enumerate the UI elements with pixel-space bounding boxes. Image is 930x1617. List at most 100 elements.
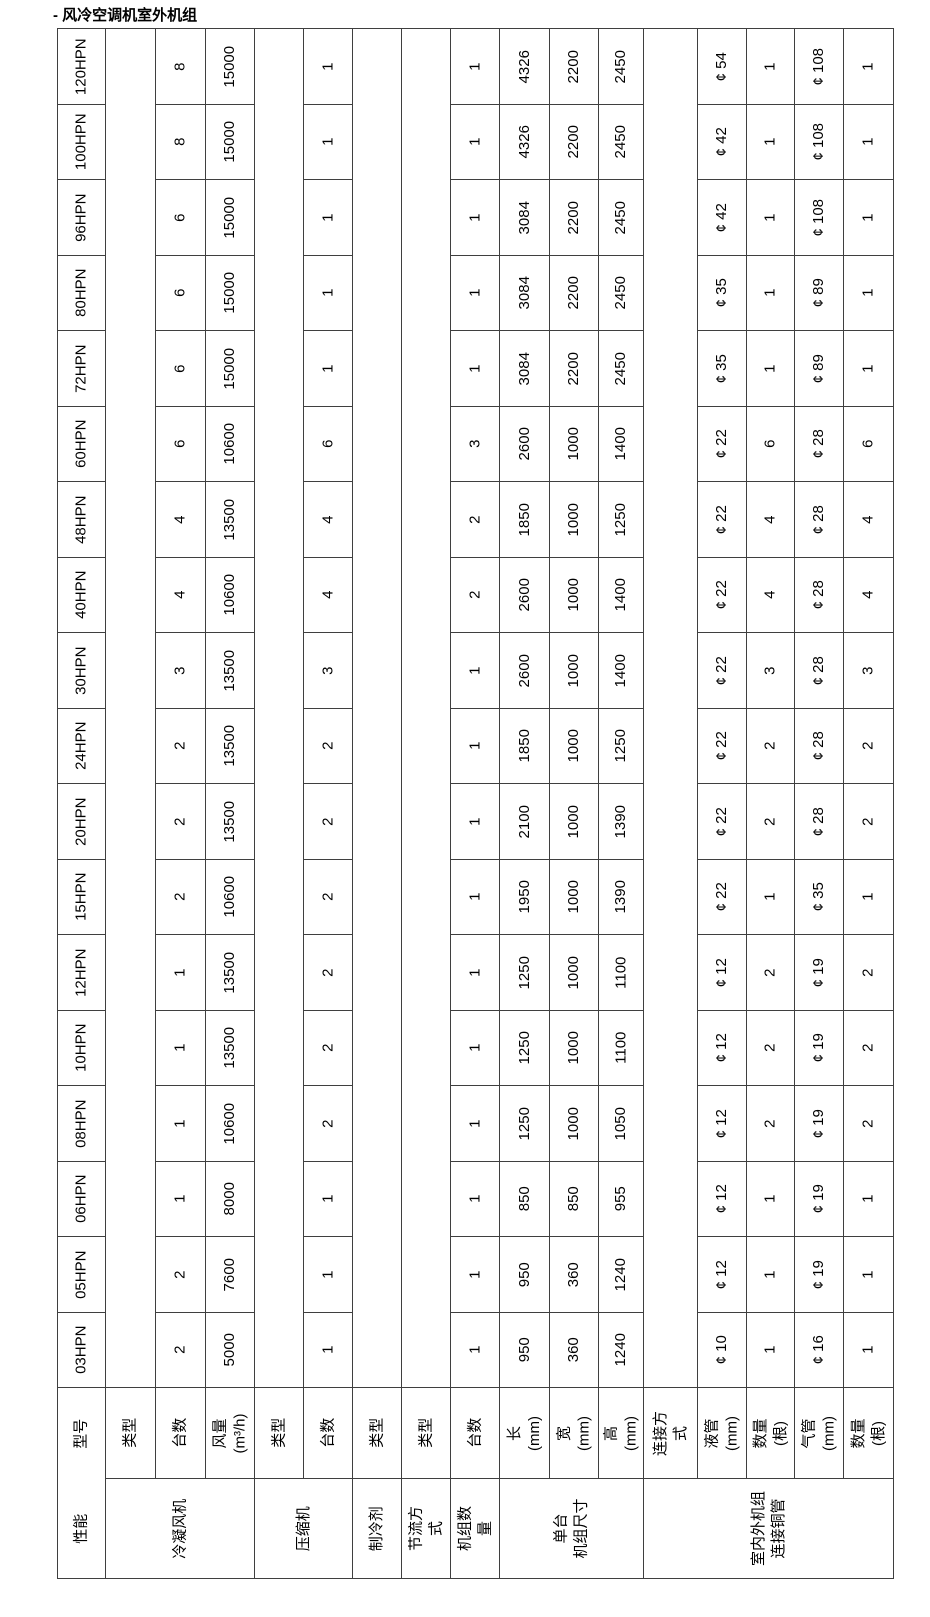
value-cell: ¢ 19 [795, 1237, 844, 1313]
value-cell: 13500 [206, 633, 255, 709]
value-cell: ¢ 12 [698, 1161, 747, 1237]
value-cell-text: 950 [515, 1337, 533, 1363]
value-cell-text: 2 [761, 817, 779, 826]
value-cell: 1 [747, 331, 795, 407]
category-header-cell: 单台 机组尺寸 [500, 1479, 644, 1579]
value-cell-text: 1 [466, 213, 484, 222]
value-cell: 2 [156, 859, 206, 935]
value-cell-text: 15000 [221, 120, 239, 163]
value-cell-text: ¢ 28 [810, 731, 828, 761]
value-cell-text: 3084 [515, 200, 533, 234]
model-cell-text: 20HPN [72, 797, 90, 846]
value-cell: 8 [156, 104, 206, 180]
value-cell: ¢ 108 [795, 104, 844, 180]
value-cell-text: 2 [466, 515, 484, 524]
attr-header-cell-text: 数量(根) [850, 1418, 887, 1449]
value-cell: ¢ 28 [795, 482, 844, 558]
value-cell: 1950 [500, 859, 550, 935]
value-cell-text: 1 [466, 364, 484, 373]
model-cell: 03HPN [58, 1312, 106, 1388]
value-cell-text: ¢ 28 [810, 806, 828, 836]
value-cell-text: 7600 [221, 1257, 239, 1291]
value-cell-text: 2 [859, 1119, 877, 1128]
value-cell: 1 [451, 633, 500, 709]
value-cell: 4 [304, 482, 353, 558]
value-cell: ¢ 22 [698, 859, 747, 935]
value-cell-text: 2 [171, 741, 189, 750]
empty-column-cell [644, 29, 698, 1388]
value-cell-text: 3084 [515, 351, 533, 385]
value-cell: 15000 [206, 180, 255, 256]
value-cell: 1 [451, 29, 500, 105]
value-cell-text: 10600 [221, 573, 239, 616]
attr-header-cell-text: 风量(m³/h) [211, 1413, 249, 1453]
value-cell-text: 6 [171, 288, 189, 297]
value-cell: 1 [304, 1161, 353, 1237]
value-cell: 2100 [500, 784, 550, 860]
value-cell: 1000 [550, 935, 599, 1011]
value-cell: 2 [747, 935, 795, 1011]
value-cell: 2450 [599, 255, 644, 331]
category-header-cell: 制冷剂 [353, 1479, 402, 1579]
value-cell-text: 1400 [612, 653, 630, 687]
value-cell: 10600 [206, 557, 255, 633]
value-cell-text: 2 [859, 817, 877, 826]
value-cell: ¢ 12 [698, 1010, 747, 1086]
value-cell: 6 [747, 406, 795, 482]
value-cell: 6 [304, 406, 353, 482]
corner-performance-slot: 性能 [58, 1479, 105, 1578]
value-cell: 1 [451, 1237, 500, 1313]
value-cell-text: 1 [466, 741, 484, 750]
value-cell: ¢ 54 [698, 29, 747, 105]
value-cell: 4 [304, 557, 353, 633]
value-cell: 1 [156, 1086, 206, 1162]
value-cell-text: 1 [466, 1270, 484, 1279]
model-cell: 15HPN [58, 859, 106, 935]
value-cell-text: 10600 [221, 875, 239, 918]
value-cell: 6 [156, 180, 206, 256]
value-cell: 1000 [550, 708, 599, 784]
value-cell: 2 [156, 1312, 206, 1388]
value-cell: 4 [747, 482, 795, 558]
value-cell: 3 [451, 406, 500, 482]
corner-performance-label: 性能 [72, 1513, 90, 1544]
value-cell: 10600 [206, 859, 255, 935]
value-cell: ¢ 12 [698, 935, 747, 1011]
model-cell-text: 80HPN [72, 268, 90, 317]
value-cell: 3084 [500, 180, 550, 256]
attr-header-cell: 类型 [402, 1388, 451, 1479]
value-cell: 1000 [550, 406, 599, 482]
value-cell: ¢ 19 [795, 935, 844, 1011]
attr-header-cell: 液管(mm) [698, 1388, 747, 1479]
value-cell: 2 [747, 784, 795, 860]
value-cell: 2 [844, 1086, 894, 1162]
value-cell-text: 1 [859, 213, 877, 222]
value-cell: 13500 [206, 784, 255, 860]
value-cell-text: 6 [171, 439, 189, 448]
value-cell-text: 1 [466, 1194, 484, 1203]
value-cell: 1 [304, 1237, 353, 1313]
value-cell-text: 5000 [221, 1333, 239, 1367]
value-cell: 10600 [206, 1086, 255, 1162]
value-cell-text: 2 [319, 741, 337, 750]
model-cell: 80HPN [58, 255, 106, 331]
value-cell: 2 [747, 708, 795, 784]
value-cell-text: 1 [466, 137, 484, 146]
value-cell: ¢ 28 [795, 406, 844, 482]
value-cell: 1 [304, 180, 353, 256]
corner-cell: 型号 性能 [58, 1388, 106, 1579]
value-cell-text: 1 [761, 1194, 779, 1203]
value-cell-text: 950 [515, 1261, 533, 1287]
value-cell: 1 [844, 859, 894, 935]
model-cell-text: 48HPN [72, 495, 90, 544]
value-cell: 1 [451, 255, 500, 331]
value-cell: 1390 [599, 784, 644, 860]
value-cell: 2600 [500, 557, 550, 633]
attr-header-cell: 气管(mm) [795, 1388, 844, 1479]
attr-header-cell-text: 类型 [270, 1417, 288, 1449]
value-cell: 4 [844, 482, 894, 558]
model-cell: 60HPN [58, 406, 106, 482]
value-cell-text: 13500 [221, 800, 239, 843]
value-cell: 1000 [550, 1010, 599, 1086]
value-cell: 1 [747, 255, 795, 331]
